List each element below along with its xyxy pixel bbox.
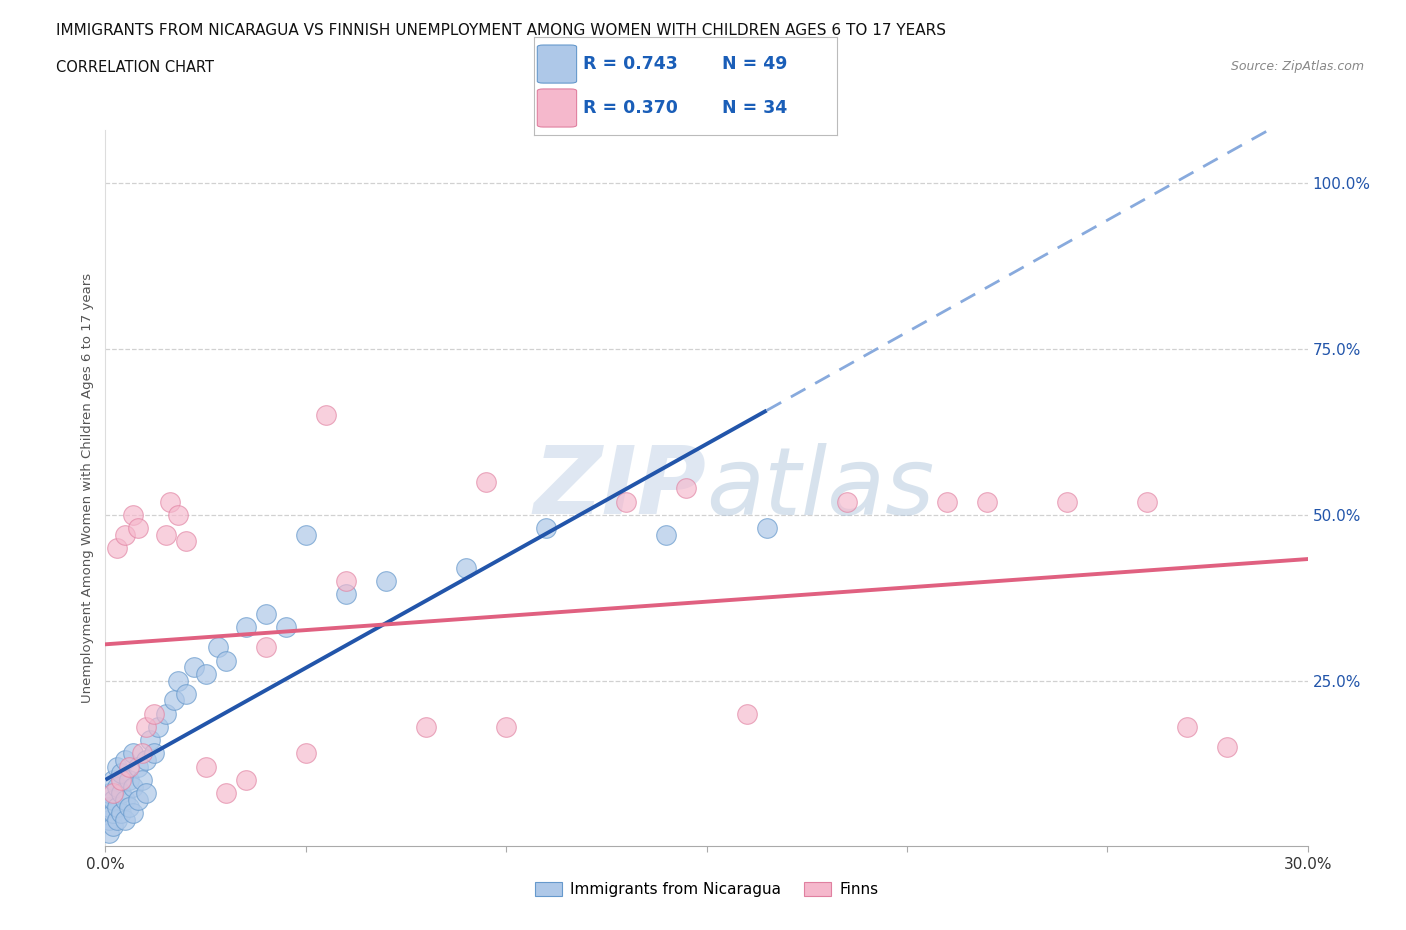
Text: IMMIGRANTS FROM NICARAGUA VS FINNISH UNEMPLOYMENT AMONG WOMEN WITH CHILDREN AGES: IMMIGRANTS FROM NICARAGUA VS FINNISH UNE…: [56, 23, 946, 38]
Point: [122, 508, 145, 523]
Text: Source: ZipAtlas.com: Source: ZipAtlas.com: [1230, 60, 1364, 73]
Point: [114, 812, 136, 827]
Point: [655, 527, 678, 542]
Point: [166, 673, 188, 688]
Point: [138, 733, 160, 748]
Point: [155, 706, 177, 721]
Point: [194, 667, 217, 682]
Point: [162, 693, 184, 708]
Point: [107, 779, 129, 794]
Point: [114, 527, 136, 542]
Point: [415, 720, 437, 735]
Point: [174, 686, 197, 701]
Point: [107, 759, 129, 774]
Point: [295, 746, 318, 761]
Point: [107, 799, 129, 814]
Point: [1177, 720, 1199, 735]
Point: [835, 494, 858, 509]
Point: [118, 773, 141, 788]
Point: [103, 773, 125, 788]
Point: [110, 766, 132, 781]
Point: [131, 746, 153, 761]
Point: [118, 759, 141, 774]
Point: [166, 508, 188, 523]
FancyBboxPatch shape: [537, 89, 576, 127]
Point: [107, 540, 129, 555]
Text: R = 0.370: R = 0.370: [582, 99, 678, 117]
Point: [103, 792, 125, 807]
Point: [122, 805, 145, 820]
Point: [98, 826, 121, 841]
Point: [146, 720, 169, 735]
Point: [114, 752, 136, 767]
Point: [183, 660, 205, 675]
Text: N = 49: N = 49: [721, 55, 787, 73]
Point: [254, 606, 277, 621]
Point: [98, 812, 121, 827]
Legend: Immigrants from Nicaragua, Finns: Immigrants from Nicaragua, Finns: [529, 876, 884, 903]
Point: [135, 752, 157, 767]
Point: [103, 786, 125, 801]
Point: [735, 706, 758, 721]
Point: [135, 720, 157, 735]
Point: [1216, 739, 1239, 754]
Point: [127, 759, 149, 774]
Point: [454, 561, 477, 576]
Point: [315, 408, 337, 423]
Point: [194, 759, 217, 774]
Point: [155, 527, 177, 542]
Point: [295, 527, 318, 542]
Text: R = 0.743: R = 0.743: [582, 55, 678, 73]
Point: [616, 494, 638, 509]
Point: [274, 620, 297, 635]
Point: [495, 720, 517, 735]
Point: [159, 494, 181, 509]
Point: [114, 792, 136, 807]
Point: [214, 786, 236, 801]
Point: [110, 805, 132, 820]
FancyBboxPatch shape: [537, 45, 576, 83]
Point: [98, 799, 121, 814]
Point: [127, 792, 149, 807]
Point: [335, 574, 357, 589]
Point: [122, 779, 145, 794]
Y-axis label: Unemployment Among Women with Children Ages 6 to 17 years: Unemployment Among Women with Children A…: [82, 273, 94, 703]
Point: [1136, 494, 1159, 509]
Text: ZIP: ZIP: [534, 443, 707, 534]
Text: atlas: atlas: [707, 443, 935, 534]
Point: [1056, 494, 1078, 509]
Point: [675, 481, 697, 496]
Point: [107, 812, 129, 827]
Point: [174, 534, 197, 549]
Point: [110, 786, 132, 801]
Point: [374, 574, 398, 589]
Point: [122, 746, 145, 761]
Point: [207, 640, 229, 655]
Point: [235, 773, 257, 788]
Point: [214, 653, 236, 668]
Point: [254, 640, 277, 655]
Point: [976, 494, 998, 509]
Point: [127, 521, 149, 536]
Point: [755, 521, 778, 536]
Point: [534, 521, 557, 536]
Point: [135, 786, 157, 801]
Point: [98, 786, 121, 801]
Point: [103, 819, 125, 834]
Text: CORRELATION CHART: CORRELATION CHART: [56, 60, 214, 75]
Text: N = 34: N = 34: [721, 99, 787, 117]
Point: [235, 620, 257, 635]
Point: [475, 474, 498, 489]
Point: [110, 773, 132, 788]
Point: [103, 805, 125, 820]
Point: [142, 746, 165, 761]
Point: [335, 587, 357, 602]
Point: [142, 706, 165, 721]
Point: [936, 494, 959, 509]
Point: [131, 773, 153, 788]
Point: [118, 799, 141, 814]
